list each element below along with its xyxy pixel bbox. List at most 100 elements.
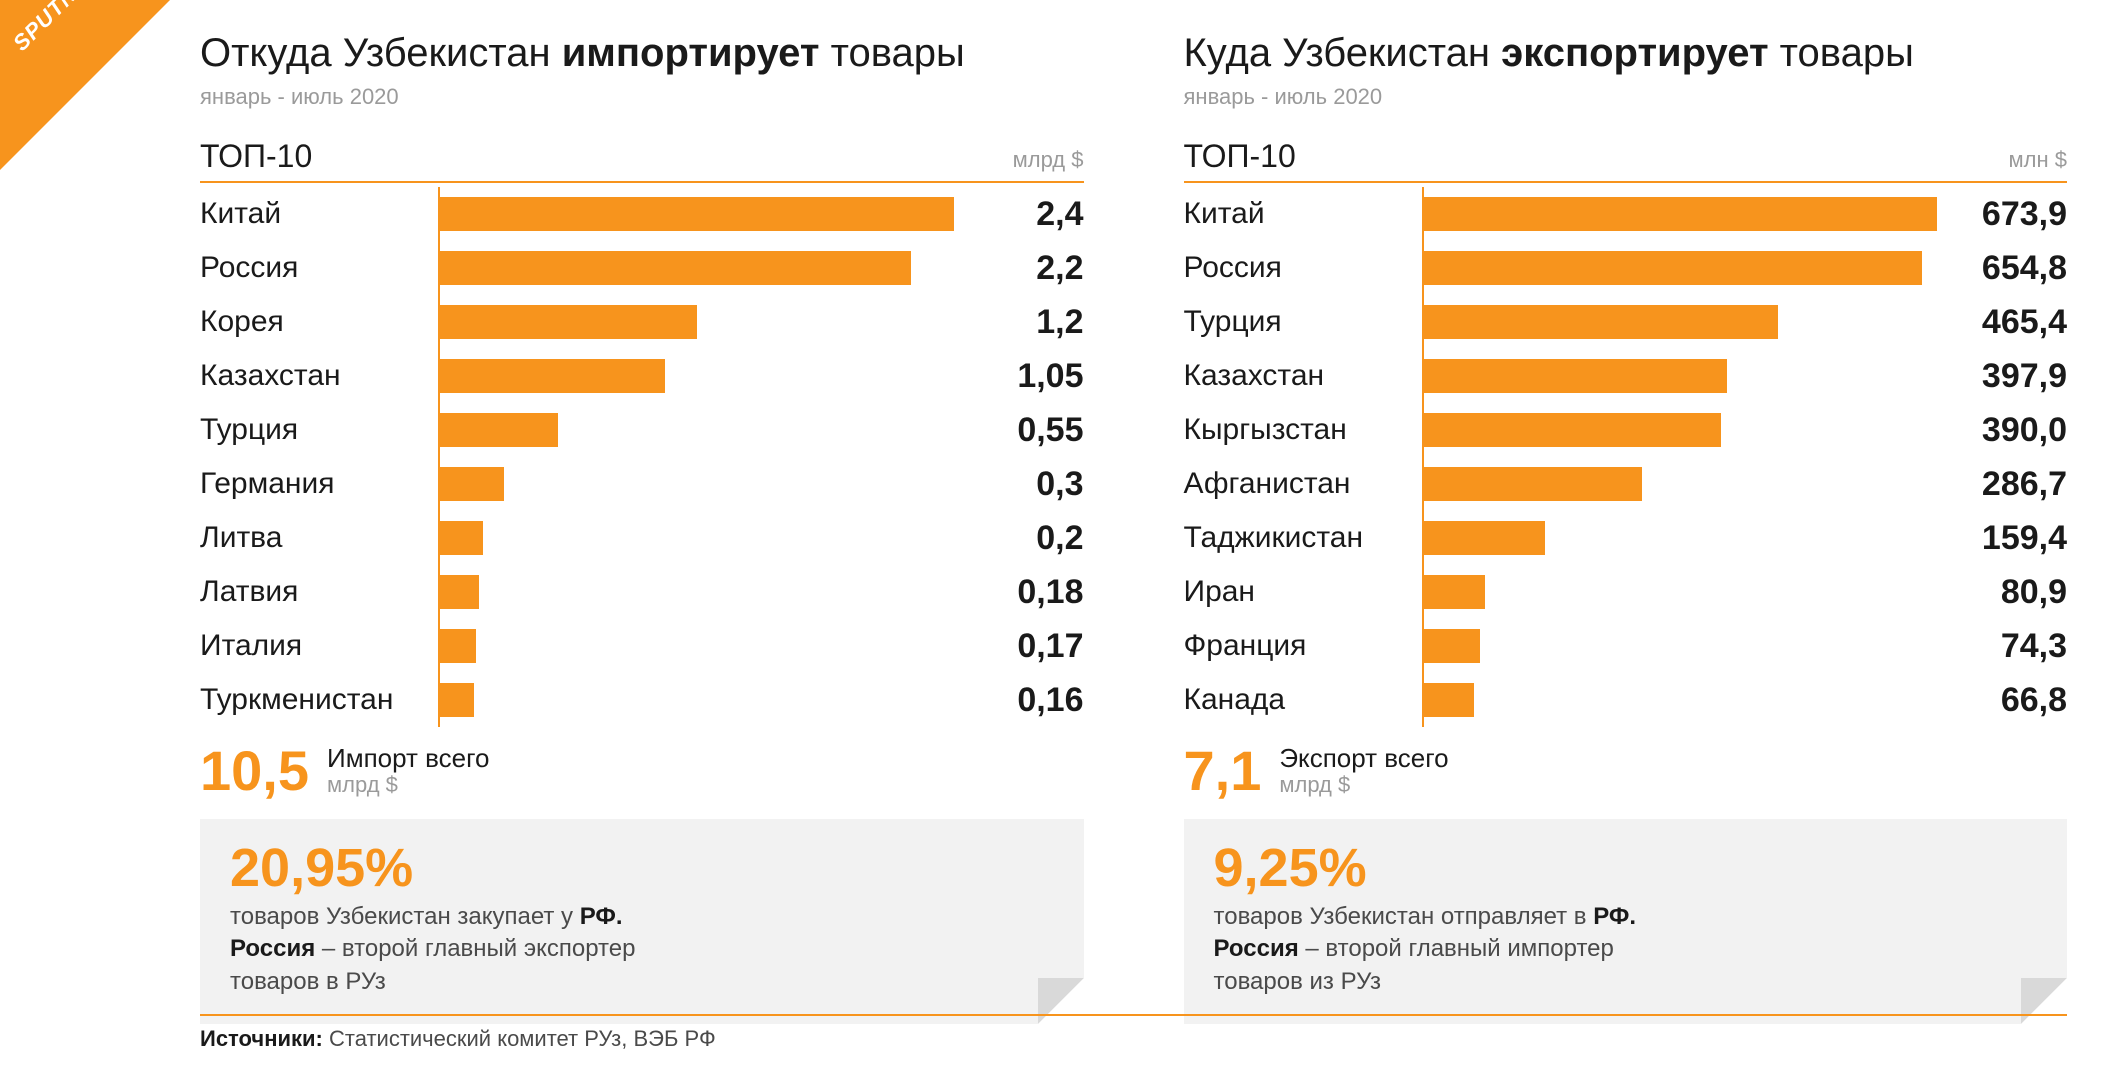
bar: [1424, 305, 1779, 339]
row-bar-zone: [440, 403, 954, 457]
table-row: Иран80,9: [1184, 565, 2068, 619]
bar: [440, 521, 483, 555]
row-value: 1,2: [954, 303, 1084, 342]
row-bar-zone: [1424, 349, 1938, 403]
row-bar-zone: [1424, 295, 1938, 349]
export-callout-l1b: РФ.: [1593, 903, 1636, 930]
import-callout-l1b: РФ.: [580, 903, 623, 930]
row-label: Афганистан: [1184, 457, 1424, 511]
row-label: Литва: [200, 511, 440, 565]
row-bar-zone: [1424, 403, 1938, 457]
row-value: 673,9: [1937, 195, 2067, 234]
row-value: 286,7: [1937, 465, 2067, 504]
import-callout-l2b: – второй главный экспортер: [315, 935, 635, 962]
export-callout-text: товаров Узбекистан отправляет в РФ. Росс…: [1214, 901, 2038, 998]
import-title: Откуда Узбекистан импортирует товары: [200, 30, 1084, 76]
row-label: Казахстан: [200, 349, 440, 403]
table-row: Казахстан 1,05: [200, 349, 1084, 403]
bar: [1424, 521, 1545, 555]
export-rows: Китай673,9Россия654,8Турция465,4Казахста…: [1184, 187, 2068, 727]
row-bar-zone: [440, 673, 954, 727]
import-callout: 20,95% товаров Узбекистан закупает у РФ.…: [200, 819, 1084, 1024]
table-row: Россия 654,8: [1184, 241, 2068, 295]
table-row: Франция74,3: [1184, 619, 2068, 673]
row-value: 397,9: [1937, 357, 2067, 396]
export-title-suffix: товары: [1769, 31, 1914, 75]
row-bar-zone: [440, 349, 954, 403]
import-title-prefix: Откуда Узбекистан: [200, 31, 562, 75]
row-label: Турция: [200, 403, 440, 457]
table-row: Афганистан 286,7: [1184, 457, 2068, 511]
row-bar-zone: [1424, 565, 1938, 619]
row-label: Италия: [200, 619, 440, 673]
footer-text: Статистический комитет РУз, ВЭБ РФ: [323, 1026, 716, 1051]
row-bar-zone: [1424, 187, 1938, 241]
row-label: Россия: [1184, 241, 1424, 295]
row-value: 1,05: [954, 357, 1084, 396]
row-value: 390,0: [1937, 411, 2067, 450]
import-unit: млрд $: [1013, 147, 1084, 173]
row-bar-zone: [1424, 511, 1938, 565]
row-bar-zone: [440, 565, 954, 619]
bar: [1424, 467, 1642, 501]
table-row: Германия0,3: [200, 457, 1084, 511]
table-row: Китай 2,4: [200, 187, 1084, 241]
table-row: Кыргызстан390,0: [1184, 403, 2068, 457]
import-total-label: Импорт всего: [327, 744, 489, 773]
bar: [440, 629, 476, 663]
row-bar-zone: [440, 619, 954, 673]
import-callout-text: товаров Узбекистан закупает у РФ. Россия…: [230, 901, 1054, 998]
row-bar-zone: [1424, 457, 1938, 511]
import-callout-l3: товаров в РУз: [230, 968, 386, 995]
row-value: 654,8: [1937, 249, 2067, 288]
table-row: Таджикистан159,4: [1184, 511, 2068, 565]
footer: Источники: Статистический комитет РУз, В…: [200, 1014, 2067, 1052]
export-callout-l3: товаров из РУз: [1214, 968, 1381, 995]
row-label: Франция: [1184, 619, 1424, 673]
import-rows: Китай2,4Россия2,2Корея1,2Казахстан1,05Ту…: [200, 187, 1084, 727]
row-value: 0,18: [954, 573, 1084, 612]
export-callout-l2b: – второй главный импортер: [1299, 935, 1614, 962]
bar: [1424, 575, 1486, 609]
row-value: 0,17: [954, 627, 1084, 666]
table-row: Литва0,2: [200, 511, 1084, 565]
table-row: Турция465,4: [1184, 295, 2068, 349]
import-title-bold: импортирует: [562, 31, 820, 75]
import-title-suffix: товары: [819, 31, 964, 75]
bar: [440, 683, 474, 717]
row-bar-zone: [440, 187, 954, 241]
row-value: 2,2: [954, 249, 1084, 288]
bar: [1424, 251, 1923, 285]
import-total: 10,5 Импорт всего млрд $: [200, 743, 1084, 799]
export-table-head: ТОП-10 млн $: [1184, 138, 2068, 183]
table-row: Латвия0,18: [200, 565, 1084, 619]
export-callout-pct: 9,25%: [1214, 841, 2038, 895]
export-top-label: ТОП-10: [1184, 138, 1296, 175]
export-total-number: 7,1: [1184, 743, 1262, 799]
export-title-bold: экспортирует: [1501, 31, 1768, 75]
table-row: Туркменистан0,16: [200, 673, 1084, 727]
import-top-label: ТОП-10: [200, 138, 312, 175]
footer-label: Источники:: [200, 1026, 323, 1051]
row-bar-zone: [440, 511, 954, 565]
bar: [1424, 683, 1475, 717]
import-callout-pct: 20,95%: [230, 841, 1054, 895]
row-value: 465,4: [1937, 303, 2067, 342]
bar: [440, 359, 665, 393]
row-value: 0,3: [954, 465, 1084, 504]
bar: [440, 413, 558, 447]
row-value: 66,8: [1937, 681, 2067, 720]
row-label: Канада: [1184, 673, 1424, 727]
row-bar-zone: [1424, 619, 1938, 673]
row-value: 0,16: [954, 681, 1084, 720]
bar: [1424, 197, 1938, 231]
row-bar-zone: [1424, 673, 1938, 727]
row-value: 2,4: [954, 195, 1084, 234]
import-panel: Откуда Узбекистан импортирует товары янв…: [200, 30, 1084, 1024]
table-row: Турция0,55: [200, 403, 1084, 457]
row-label: Китай: [200, 187, 440, 241]
row-bar-zone: [440, 457, 954, 511]
row-label: Корея: [200, 295, 440, 349]
export-panel: Куда Узбекистан экспортирует товары янва…: [1184, 30, 2068, 1024]
export-unit: млн $: [2009, 147, 2067, 173]
